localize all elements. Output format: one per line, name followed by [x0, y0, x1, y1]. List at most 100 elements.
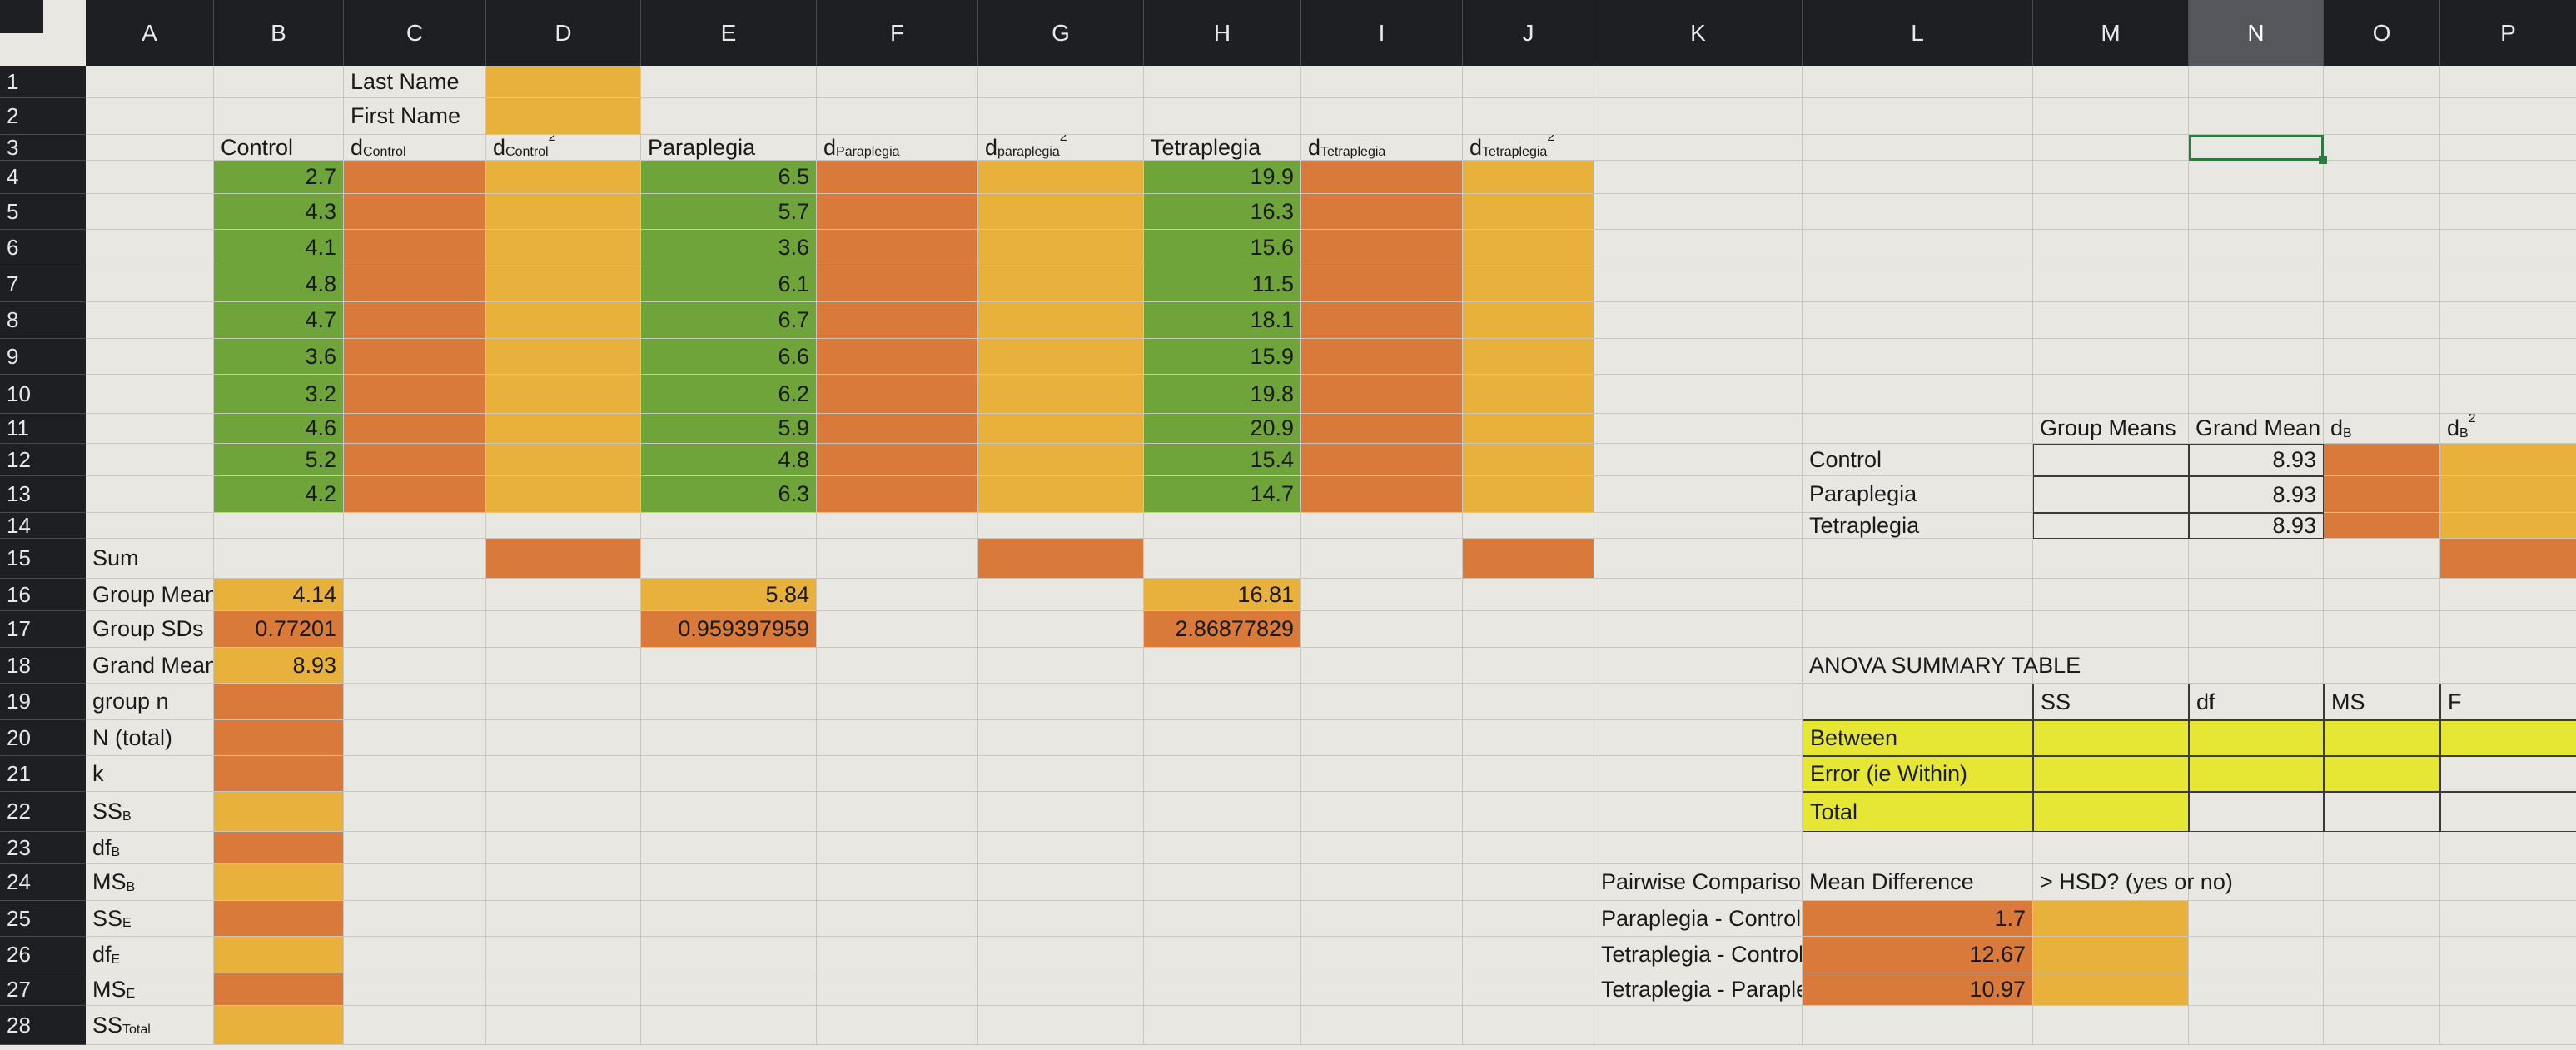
grid-cell[interactable] [2324, 230, 2440, 266]
group-grand-mean[interactable]: 8.93 [2189, 444, 2324, 476]
sum-d-tetra-sq[interactable] [1463, 539, 1594, 579]
grid-cell[interactable] [2189, 266, 2324, 302]
grid-cell[interactable] [1594, 513, 1803, 539]
row-header-19[interactable]: 19 [0, 684, 86, 720]
mean-diff-header[interactable]: Mean Difference [1803, 864, 2033, 901]
grid-cell[interactable] [486, 611, 641, 648]
grid-cell[interactable] [1803, 66, 2033, 98]
grid-cell[interactable] [2324, 648, 2440, 684]
grid-cell[interactable] [1301, 832, 1463, 864]
row-header-13[interactable]: 13 [0, 476, 86, 513]
column-header-g[interactable]: G [978, 0, 1144, 66]
grid-cell[interactable] [2033, 1006, 2189, 1045]
d-para-sq-cell[interactable] [978, 476, 1144, 513]
d-para-cell[interactable] [817, 302, 978, 339]
d-control-cell[interactable] [344, 266, 486, 302]
tetraplegia-value[interactable]: 15.4 [1144, 444, 1301, 476]
grid-cell[interactable] [2324, 539, 2440, 579]
d-control-sq-cell[interactable] [486, 302, 641, 339]
grid-cell[interactable] [2189, 98, 2324, 135]
group-d-b[interactable] [2324, 444, 2440, 476]
d-tetra-cell[interactable] [1301, 194, 1463, 230]
paraplegia-value[interactable]: 6.6 [641, 339, 817, 375]
d-control-cell[interactable] [344, 444, 486, 476]
grid-cell[interactable] [2440, 161, 2576, 194]
grid-cell[interactable] [817, 611, 978, 648]
grid-cell[interactable] [641, 539, 817, 579]
d-para-cell[interactable] [817, 194, 978, 230]
grid-cell[interactable] [486, 832, 641, 864]
d-para-cell[interactable] [817, 414, 978, 444]
grid-cell[interactable] [2033, 194, 2189, 230]
grid-cell[interactable] [817, 864, 978, 901]
grid-cell[interactable] [1463, 648, 1594, 684]
grid-cell[interactable] [978, 684, 1144, 720]
grid-cell[interactable] [1594, 832, 1803, 864]
group-d-b-sq[interactable] [2440, 476, 2576, 513]
grid-cell[interactable] [2440, 266, 2576, 302]
group-d-b-sq[interactable] [2440, 513, 2576, 539]
grid-cell[interactable] [214, 539, 344, 579]
column-header-j[interactable]: J [1463, 0, 1594, 66]
grid-cell[interactable] [86, 339, 214, 375]
grid-cell[interactable] [486, 864, 641, 901]
grid-cell[interactable] [86, 375, 214, 414]
grid-cell[interactable] [344, 937, 486, 973]
grid-cell[interactable] [1144, 832, 1301, 864]
grid-cell[interactable] [2324, 973, 2440, 1006]
grid-cell[interactable] [2033, 66, 2189, 98]
grid-cell[interactable] [1594, 539, 1803, 579]
grid-cell[interactable] [1144, 901, 1301, 937]
d-control-cell[interactable] [344, 375, 486, 414]
stat-input-cell[interactable] [214, 832, 344, 864]
d-control-sq-cell[interactable] [486, 194, 641, 230]
grid-cell[interactable] [817, 66, 978, 98]
grid-cell[interactable] [486, 1006, 641, 1045]
grid-cell[interactable] [1301, 756, 1463, 792]
anova-input-cell[interactable] [2189, 756, 2324, 792]
paraplegia-value[interactable]: 6.2 [641, 375, 817, 414]
d-tetra-cell[interactable] [1301, 476, 1463, 513]
paraplegia-value[interactable]: 5.7 [641, 194, 817, 230]
row-header-15[interactable]: 15 [0, 539, 86, 579]
grid-cell[interactable] [344, 720, 486, 756]
d-para-sq-cell[interactable] [978, 161, 1144, 194]
grid-cell[interactable] [1301, 513, 1463, 539]
group-grand-mean[interactable]: 8.93 [2189, 513, 2324, 539]
anova-input-cell[interactable] [2440, 720, 2576, 756]
stat-label[interactable]: N (total) [86, 720, 214, 756]
d-tetra-cell[interactable] [1301, 266, 1463, 302]
control-value[interactable]: 2.7 [214, 161, 344, 194]
grid-cell[interactable] [817, 901, 978, 937]
grid-cell[interactable] [2324, 135, 2440, 161]
tetraplegia-value[interactable]: 18.1 [1144, 302, 1301, 339]
grid-cell[interactable] [1803, 611, 2033, 648]
group-mean-input[interactable] [2033, 513, 2189, 539]
grid-cell[interactable] [2189, 611, 2324, 648]
mean-diff-value[interactable]: 12.67 [1803, 937, 2033, 973]
grid-cell[interactable] [1463, 579, 1594, 611]
d-para-sq-cell[interactable] [978, 339, 1144, 375]
paraplegia-value[interactable]: 6.5 [641, 161, 817, 194]
grid-cell[interactable] [2189, 937, 2324, 973]
grid-cell[interactable] [2440, 375, 2576, 414]
paraplegia-value[interactable]: 6.7 [641, 302, 817, 339]
stat-label[interactable]: Grand Mean [86, 648, 214, 684]
grid-cell[interactable] [344, 864, 486, 901]
grid-cell[interactable] [641, 792, 817, 832]
grid-cell[interactable] [817, 579, 978, 611]
grid-cell[interactable] [817, 720, 978, 756]
grid-cell[interactable] [1144, 1006, 1301, 1045]
d-tetra-sq-header[interactable]: d Tetraplegia 2 [1463, 135, 1594, 161]
control-value[interactable]: 4.2 [214, 476, 344, 513]
grid-cell[interactable] [1301, 792, 1463, 832]
stat-input-cell[interactable] [214, 720, 344, 756]
column-header-a[interactable]: A [86, 0, 214, 66]
grid-cell[interactable] [2440, 901, 2576, 937]
grid-cell[interactable] [978, 901, 1144, 937]
grid-cell[interactable] [1463, 66, 1594, 98]
grid-cell[interactable] [2033, 135, 2189, 161]
grid-cell[interactable] [2033, 339, 2189, 375]
row-header-7[interactable]: 7 [0, 266, 86, 302]
paraplegia-value[interactable]: 6.3 [641, 476, 817, 513]
